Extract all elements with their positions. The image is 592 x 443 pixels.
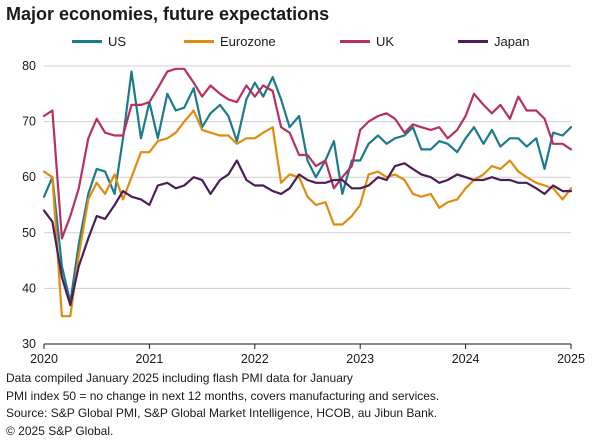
footer-note-data-compiled: Data compiled January 2025 including fla…	[6, 371, 353, 385]
chart-footer: Data compiled January 2025 including fla…	[6, 370, 439, 440]
y-tick-label-40: 40	[22, 281, 36, 295]
y-tick-label-60: 60	[22, 170, 36, 184]
x-tick-label-2025: 2025	[557, 352, 585, 366]
y-tick-label-80: 80	[22, 59, 36, 73]
footer-note-source: Source: S&P Global PMI, S&P Global Marke…	[6, 406, 438, 420]
x-tick-label-2021: 2021	[135, 352, 163, 366]
legend-label-us: US	[108, 34, 127, 49]
legend-label-uk: UK	[376, 34, 395, 49]
legend-item-us: US	[72, 34, 126, 49]
legend-item-eurozone: Eurozone	[184, 34, 276, 49]
series-line-japan	[42, 159, 573, 307]
chart-title: Major economies, future expectations	[6, 4, 330, 24]
x-tick-label-2022: 2022	[241, 352, 269, 366]
legend-swatch-uk	[340, 40, 370, 43]
series-line-eurozone	[42, 109, 573, 318]
series-line-us	[42, 70, 573, 304]
legend-item-uk: UK	[340, 34, 394, 49]
x-tick-label-2023: 2023	[346, 352, 374, 366]
x-tick-label-2024: 2024	[452, 352, 480, 366]
y-tick-label-30: 30	[22, 337, 36, 351]
x-tick-label-2020: 2020	[30, 352, 58, 366]
y-tick-label-50: 50	[22, 226, 36, 240]
series-line-uk	[42, 67, 573, 240]
y-tick-label-70: 70	[22, 115, 36, 129]
legend-swatch-us	[72, 40, 102, 43]
legend-label-eurozone: Eurozone	[220, 34, 276, 49]
legend-swatch-eurozone	[184, 40, 214, 43]
chart-legend: US Eurozone UK Japan	[0, 34, 592, 54]
legend-label-japan: Japan	[494, 34, 530, 49]
legend-swatch-japan	[458, 40, 488, 43]
footer-copyright: © 2025 S&P Global.	[6, 423, 114, 438]
footer-note-pmi-index: PMI index 50 = no change in next 12 mont…	[6, 388, 440, 403]
legend-item-japan: Japan	[458, 34, 529, 49]
